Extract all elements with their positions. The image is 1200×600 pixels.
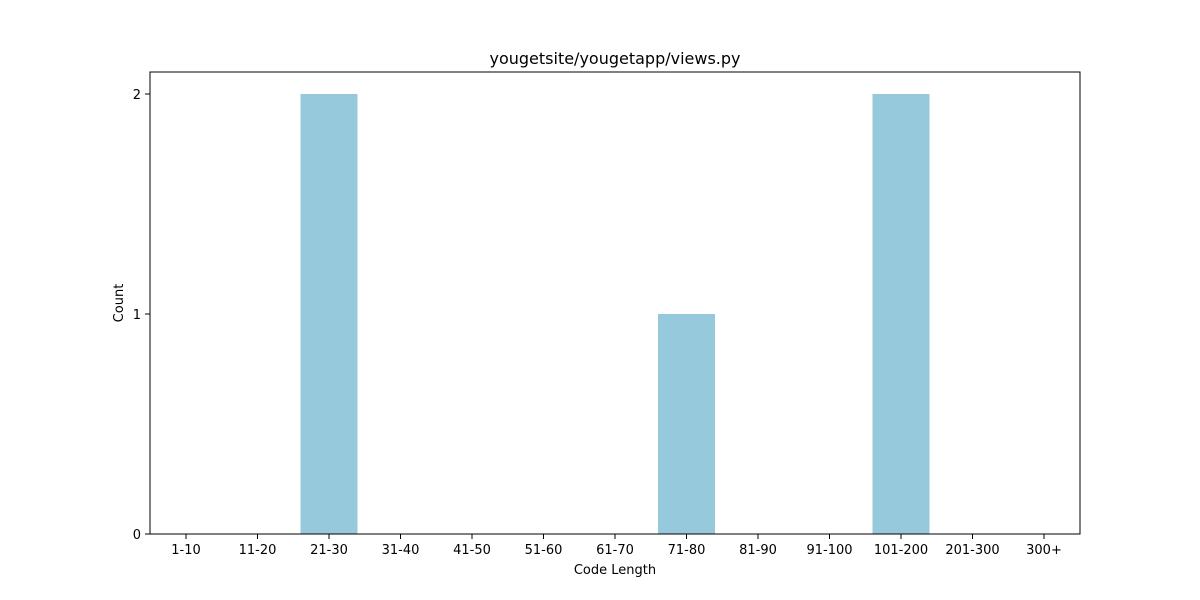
x-tick-label: 201-300 bbox=[945, 543, 999, 558]
x-axis-label: Code Length bbox=[574, 563, 656, 578]
x-tick-label: 51-60 bbox=[525, 543, 563, 558]
x-tick-label: 41-50 bbox=[453, 543, 491, 558]
bar-21-30 bbox=[300, 94, 358, 534]
x-tick-label: 31-40 bbox=[382, 543, 420, 558]
y-tick-label: 0 bbox=[133, 528, 141, 543]
x-tick-label: 81-90 bbox=[739, 543, 777, 558]
x-tick-label: 91-100 bbox=[806, 543, 852, 558]
x-tick-label: 61-70 bbox=[596, 543, 634, 558]
bar-71-80 bbox=[658, 314, 715, 534]
y-axis: 0 1 2 bbox=[133, 88, 150, 543]
bars-layer bbox=[300, 94, 930, 534]
y-axis-label: Count bbox=[112, 284, 127, 323]
x-tick-label: 71-80 bbox=[668, 543, 706, 558]
x-tick-label: 1-10 bbox=[171, 543, 201, 558]
x-axis: 1-10 11-20 21-30 31-40 41-50 51-60 61-70 71-80 8… bbox=[171, 534, 1062, 558]
x-tick-label: 300+ bbox=[1026, 543, 1062, 558]
y-tick-label: 2 bbox=[133, 88, 141, 103]
x-tick-label: 101-200 bbox=[874, 543, 928, 558]
x-tick-label: 11-20 bbox=[239, 543, 277, 558]
y-tick-label: 1 bbox=[133, 308, 141, 323]
chart-title: yougetsite/yougetapp/views.py bbox=[489, 49, 740, 68]
bar-101-200 bbox=[872, 94, 930, 534]
x-tick-label: 21-30 bbox=[310, 543, 348, 558]
